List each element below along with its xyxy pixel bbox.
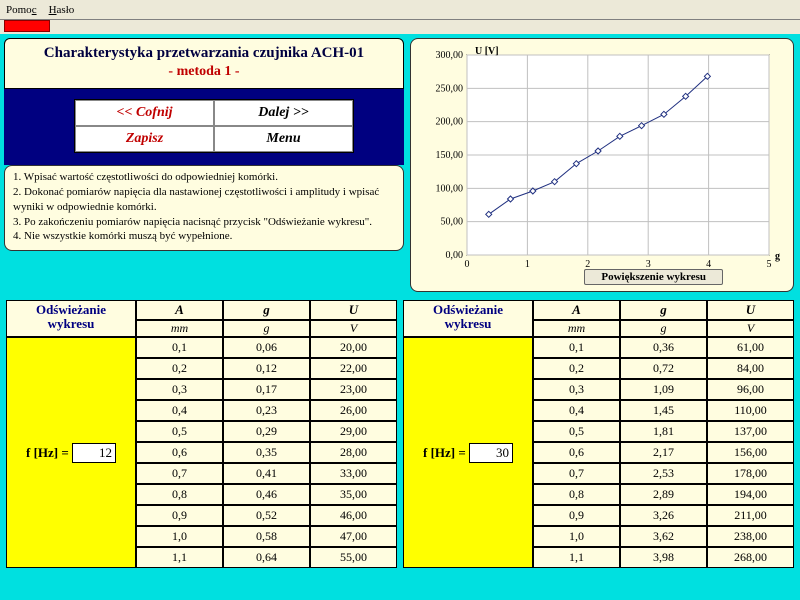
freq-label: f [Hz] = <box>404 443 532 463</box>
left-table: OdświeżaniewykresuAgUmmgVf [Hz] = 0,10,0… <box>6 300 397 568</box>
title-line1: Charakterystyka przetwarzania czujnika A… <box>11 45 397 62</box>
chart: 0,00 50,00 100,00 150,00 200,00 250,00 300,00 0… <box>417 45 783 285</box>
table-row: 1,00,5847,00 <box>136 526 397 547</box>
freq-input[interactable] <box>72 443 116 463</box>
next-button[interactable]: Dalej >> <box>214 100 353 126</box>
red-marker <box>4 20 50 32</box>
svg-text:200,00: 200,00 <box>436 117 464 128</box>
table-row: 0,10,3661,00 <box>533 337 794 358</box>
right-table: OdświeżaniewykresuAgUmmgVf [Hz] = 0,10,3… <box>403 300 794 568</box>
table-row: 0,93,26211,00 <box>533 505 794 526</box>
table-row: 0,80,4635,00 <box>136 484 397 505</box>
table-row: 0,41,45110,00 <box>533 400 794 421</box>
chart-panel: 0,00 50,00 100,00 150,00 200,00 250,00 300,00 0… <box>410 38 794 292</box>
table-row: 0,51,81137,00 <box>533 421 794 442</box>
table-row: 0,40,2326,00 <box>136 400 397 421</box>
menu-bar: Pomoc Hasło <box>0 0 800 20</box>
table-row: 1,10,6455,00 <box>136 547 397 568</box>
table-row: 0,20,7284,00 <box>533 358 794 379</box>
unit-mm: mm <box>533 320 620 337</box>
title-box: Charakterystyka przetwarzania czujnika A… <box>4 38 404 89</box>
table-row: 1,03,62238,00 <box>533 526 794 547</box>
svg-text:100,00: 100,00 <box>436 183 464 194</box>
nav-panel: << Cofnij Dalej >> Zapisz Menu <box>4 89 404 165</box>
instr-2: 2. Dokonać pomiarów napięcia dla nastawi… <box>13 185 395 215</box>
table-row: 0,72,53178,00 <box>533 463 794 484</box>
table-row: 0,31,0996,00 <box>533 379 794 400</box>
instructions: 1. Wpisać wartość częstotliwości do odpo… <box>4 165 404 251</box>
svg-text:g: g <box>775 251 780 262</box>
instr-1: 1. Wpisać wartość częstotliwości do odpo… <box>13 170 395 185</box>
svg-text:0,00: 0,00 <box>446 250 464 261</box>
instr-3: 3. Po zakończeniu pomiarów napięcia naci… <box>13 215 395 230</box>
table-row: 0,70,4133,00 <box>136 463 397 484</box>
col-g: g <box>223 300 310 320</box>
table-row: 0,60,3528,00 <box>136 442 397 463</box>
unit-V: V <box>310 320 397 337</box>
svg-text:5: 5 <box>767 259 772 270</box>
col-U: U <box>310 300 397 320</box>
table-row: 0,20,1222,00 <box>136 358 397 379</box>
table-row: 0,90,5246,00 <box>136 505 397 526</box>
table-row: 0,30,1723,00 <box>136 379 397 400</box>
svg-text:U [V]: U [V] <box>475 46 499 57</box>
title-line2: - metoda 1 - <box>11 64 397 80</box>
svg-text:300,00: 300,00 <box>436 50 464 61</box>
unit-g: g <box>223 320 310 337</box>
col-A: A <box>533 300 620 320</box>
col-A: A <box>136 300 223 320</box>
zoom-chart-button[interactable]: Powiększenie wykresu <box>584 269 723 285</box>
top-strip <box>0 20 800 34</box>
refresh-chart-button[interactable]: Odświeżaniewykresu <box>6 300 136 337</box>
col-U: U <box>707 300 794 320</box>
back-button[interactable]: << Cofnij <box>75 100 214 126</box>
save-button[interactable]: Zapisz <box>75 126 214 152</box>
menu-password[interactable]: Hasło <box>49 4 75 16</box>
svg-text:250,00: 250,00 <box>436 83 464 94</box>
table-row: 0,62,17156,00 <box>533 442 794 463</box>
svg-text:50,00: 50,00 <box>441 217 464 228</box>
table-row: 0,82,89194,00 <box>533 484 794 505</box>
menu-help[interactable]: Pomoc <box>6 4 37 16</box>
unit-V: V <box>707 320 794 337</box>
unit-g: g <box>620 320 707 337</box>
refresh-chart-button[interactable]: Odświeżaniewykresu <box>403 300 533 337</box>
table-row: 0,10,0620,00 <box>136 337 397 358</box>
freq-input[interactable] <box>469 443 513 463</box>
instr-4: 4. Nie wszystkie komórki muszą być wypeł… <box>13 229 395 244</box>
svg-text:1: 1 <box>525 259 530 270</box>
table-row: 1,13,98268,00 <box>533 547 794 568</box>
menu-button[interactable]: Menu <box>214 126 353 152</box>
freq-label: f [Hz] = <box>7 443 135 463</box>
table-row: 0,50,2929,00 <box>136 421 397 442</box>
unit-mm: mm <box>136 320 223 337</box>
svg-text:0: 0 <box>465 259 470 270</box>
svg-text:150,00: 150,00 <box>436 150 464 161</box>
col-g: g <box>620 300 707 320</box>
